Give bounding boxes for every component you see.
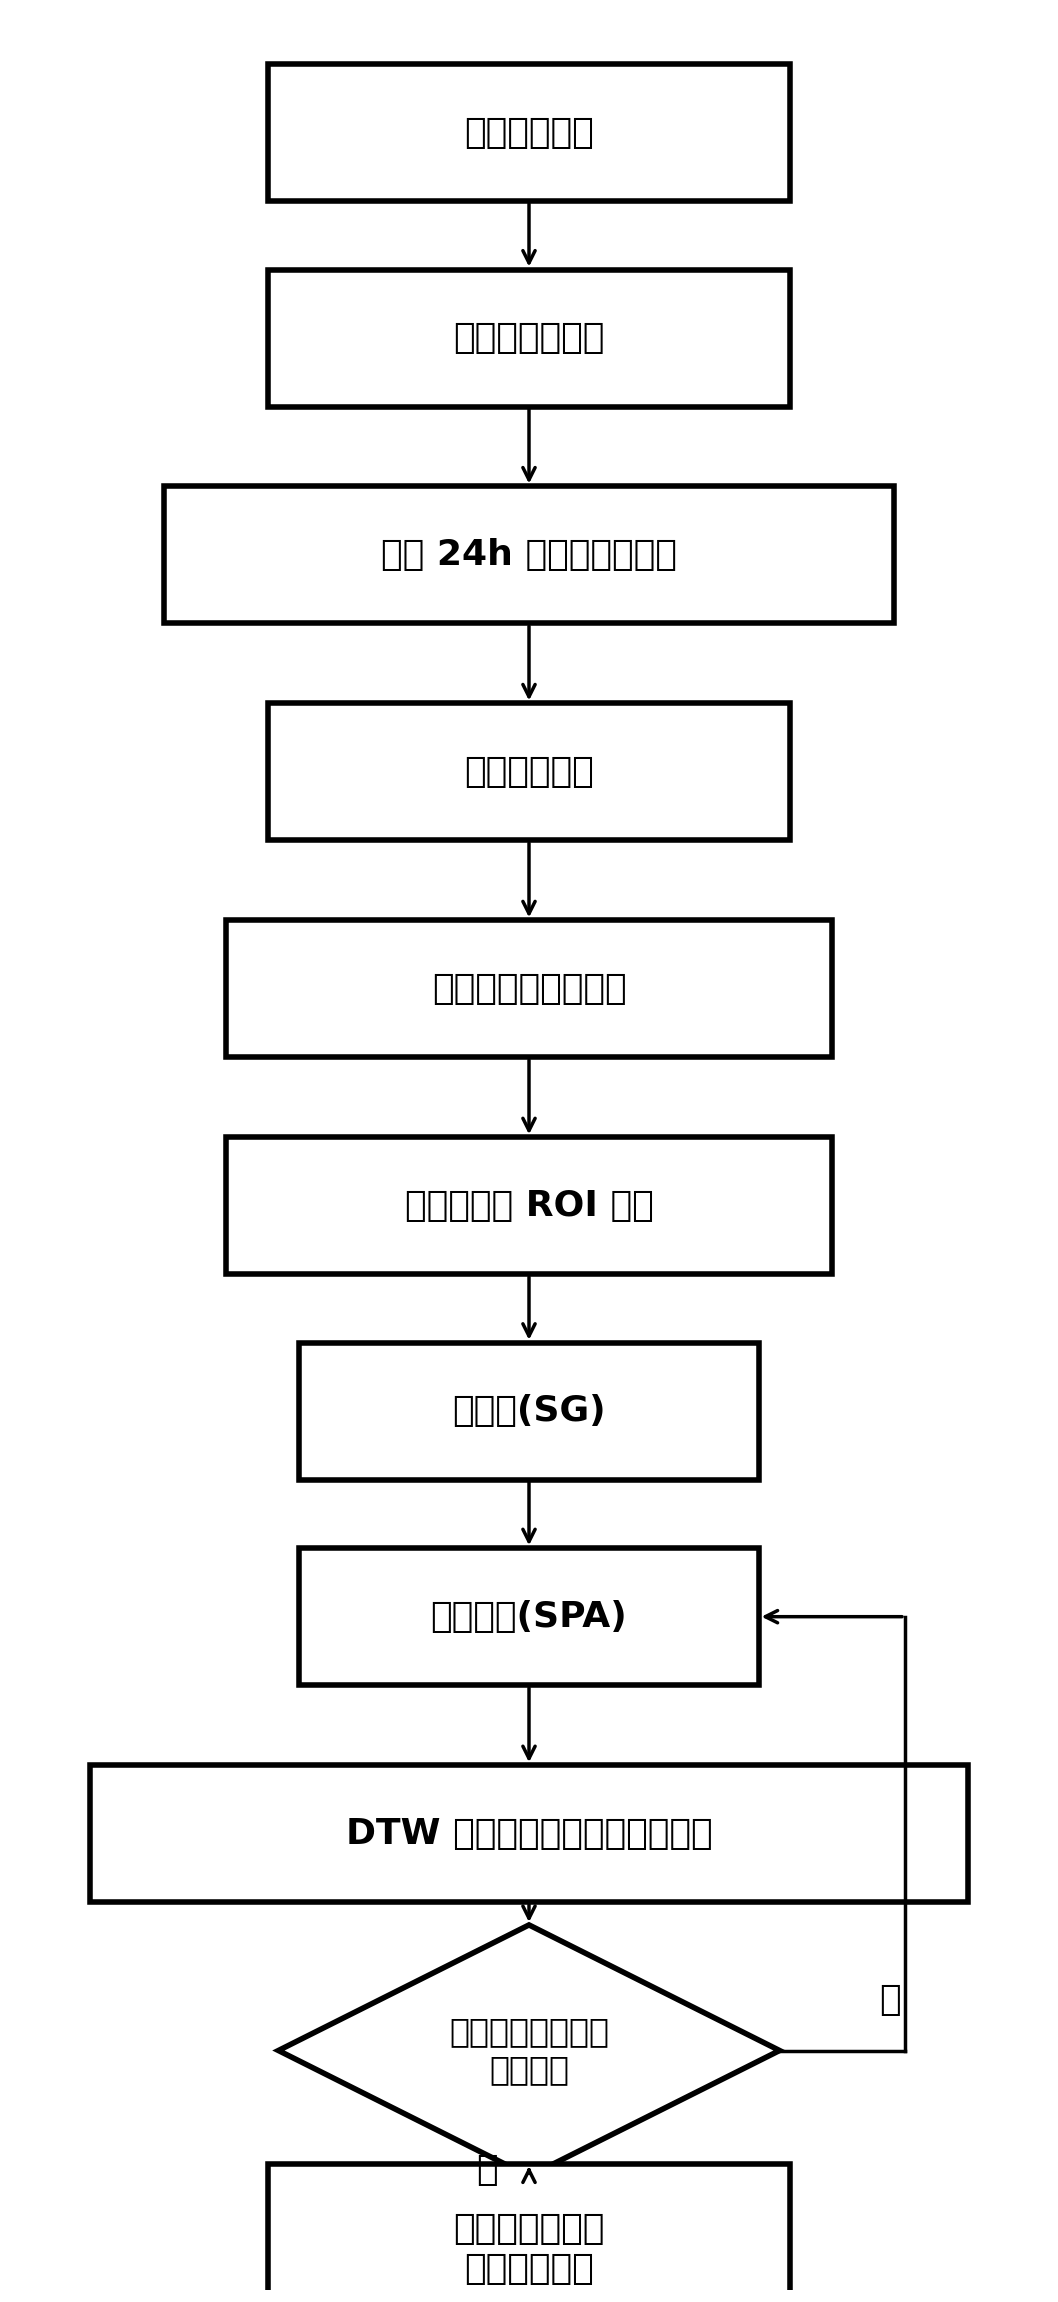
Text: 与人工测量的结果
进行对比: 与人工测量的结果 进行对比 (449, 2014, 609, 2086)
Text: DTW 聚类分析、提取时序关键点: DTW 聚类分析、提取时序关键点 (346, 1816, 712, 1851)
FancyBboxPatch shape (299, 1549, 759, 1685)
Text: 对应病斑的 ROI 提取: 对应病斑的 ROI 提取 (404, 1188, 654, 1222)
Text: 预处理(SG): 预处理(SG) (452, 1395, 606, 1427)
Text: 否: 否 (879, 1984, 901, 2017)
Text: 特征提取(SPA): 特征提取(SPA) (431, 1600, 627, 1634)
Text: 异常样品剔除: 异常样品剔除 (464, 755, 594, 790)
Text: 每隔 24h 采集高光谱图像: 每隔 24h 采集高光谱图像 (381, 539, 677, 571)
FancyBboxPatch shape (268, 64, 790, 200)
Text: 收集小麦样品: 收集小麦样品 (464, 115, 594, 150)
Text: 培养病菌并接种: 培养病菌并接种 (453, 320, 605, 355)
Polygon shape (278, 1924, 780, 2175)
FancyBboxPatch shape (226, 921, 832, 1057)
FancyBboxPatch shape (226, 1137, 832, 1275)
FancyBboxPatch shape (91, 1766, 967, 1901)
FancyBboxPatch shape (268, 704, 790, 840)
FancyBboxPatch shape (268, 269, 790, 407)
FancyBboxPatch shape (268, 2164, 790, 2302)
FancyBboxPatch shape (164, 486, 894, 624)
Text: 构建时序高光谱图像: 构建时序高光谱图像 (432, 971, 626, 1006)
FancyBboxPatch shape (299, 1342, 759, 1480)
Text: 得到小麦赤霉病
发病初始时间: 得到小麦赤霉病 发病初始时间 (453, 2212, 605, 2286)
Text: 是: 是 (476, 2152, 498, 2187)
